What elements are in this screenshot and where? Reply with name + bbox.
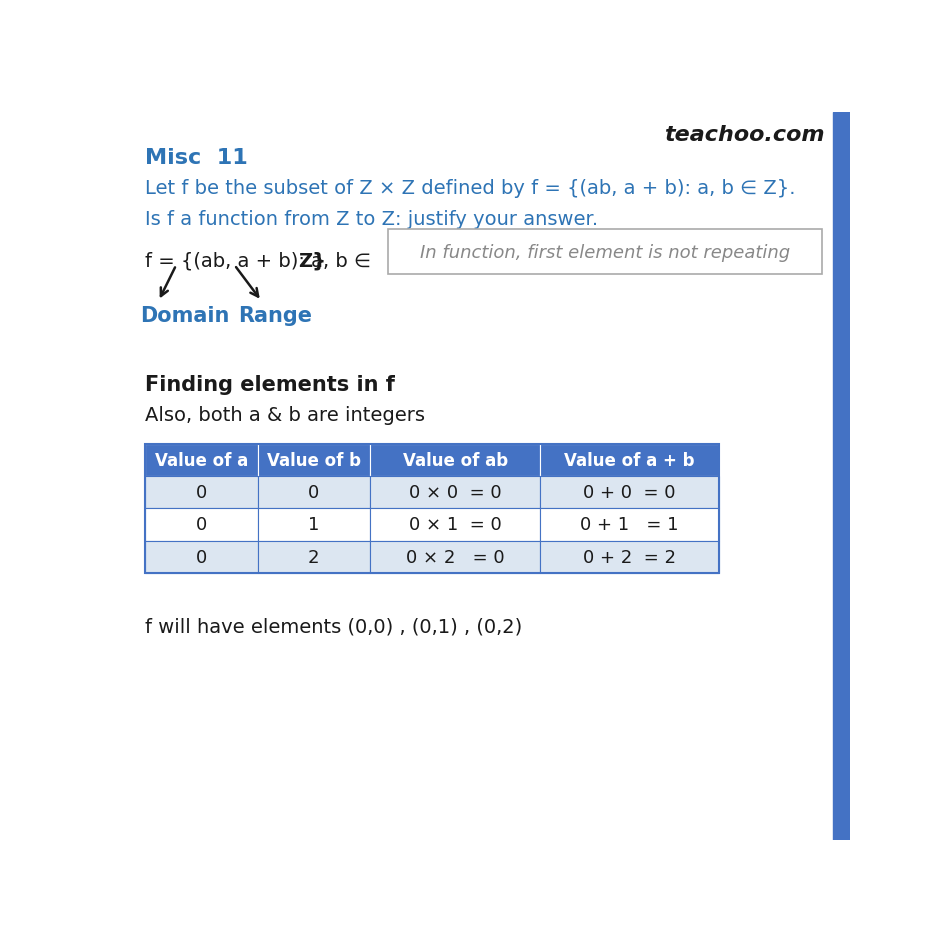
Bar — [145, 509, 258, 541]
Text: teachoo.com: teachoo.com — [664, 125, 824, 144]
Bar — [258, 477, 370, 509]
Text: 0 + 1   = 1: 0 + 1 = 1 — [580, 515, 678, 533]
Text: f = {(ab, a + b): a, b ∈: f = {(ab, a + b): a, b ∈ — [145, 252, 377, 271]
Text: f will have elements (0,0) , (0,1) , (0,2): f will have elements (0,0) , (0,1) , (0,… — [145, 617, 522, 636]
Bar — [540, 509, 718, 541]
Text: Z}: Z} — [297, 252, 326, 271]
Bar — [258, 541, 370, 573]
Text: 0: 0 — [195, 483, 207, 501]
Text: Is f a function from Z to Z: justify your answer.: Is f a function from Z to Z: justify you… — [145, 210, 598, 228]
Text: 0: 0 — [195, 515, 207, 533]
Text: Value of b: Value of b — [266, 451, 361, 469]
Bar — [370, 444, 540, 477]
Bar — [145, 477, 258, 509]
Text: Misc  11: Misc 11 — [145, 148, 247, 168]
Text: Value of ab: Value of ab — [402, 451, 507, 469]
Text: 0 × 0  = 0: 0 × 0 = 0 — [409, 483, 501, 501]
Bar — [387, 230, 821, 275]
Text: 0 × 2   = 0: 0 × 2 = 0 — [406, 548, 504, 566]
Text: Domain: Domain — [140, 306, 229, 326]
Text: Value of a + b: Value of a + b — [564, 451, 694, 469]
Bar — [370, 477, 540, 509]
Bar — [145, 444, 258, 477]
Text: 2: 2 — [308, 548, 319, 566]
Bar — [832, 113, 850, 840]
Bar — [370, 541, 540, 573]
Text: 0 + 2  = 2: 0 + 2 = 2 — [582, 548, 675, 566]
Text: 1: 1 — [308, 515, 319, 533]
Text: Value of a: Value of a — [155, 451, 247, 469]
Bar — [370, 509, 540, 541]
Text: Finding elements in f: Finding elements in f — [145, 375, 395, 395]
Text: 0: 0 — [308, 483, 319, 501]
Bar — [540, 444, 718, 477]
Text: Range: Range — [238, 306, 312, 326]
Text: 0: 0 — [195, 548, 207, 566]
Text: 0 + 0  = 0: 0 + 0 = 0 — [582, 483, 675, 501]
Text: Let f be the subset of Z × Z defined by f = {(ab, a + b): a, b ∈ Z}.: Let f be the subset of Z × Z defined by … — [145, 178, 795, 197]
Text: Also, both a & b are integers: Also, both a & b are integers — [145, 406, 425, 425]
Text: 0 × 1  = 0: 0 × 1 = 0 — [409, 515, 501, 533]
Bar — [258, 444, 370, 477]
Bar — [540, 477, 718, 509]
Text: In function, first element is not repeating: In function, first element is not repeat… — [419, 244, 789, 261]
Bar — [145, 444, 718, 573]
Bar — [258, 509, 370, 541]
Bar — [145, 541, 258, 573]
Bar — [540, 541, 718, 573]
